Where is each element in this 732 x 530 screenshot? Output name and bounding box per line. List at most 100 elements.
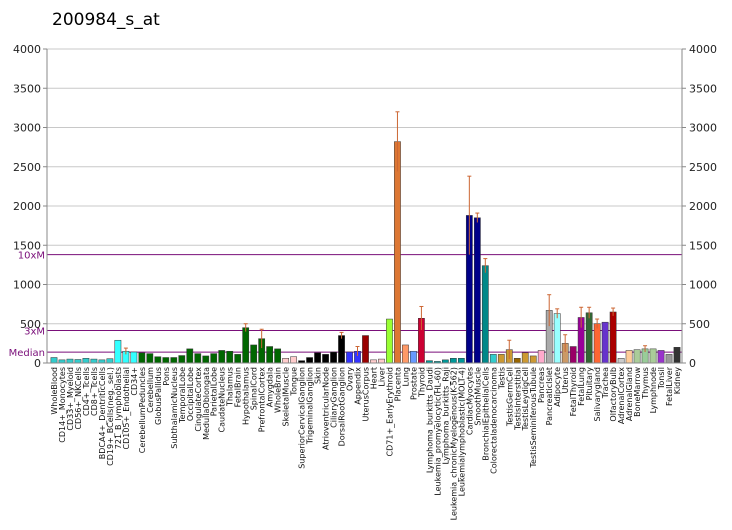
category-label: Liver xyxy=(377,366,386,386)
bar xyxy=(449,358,457,364)
category-label: Pancreas xyxy=(537,367,546,403)
bar xyxy=(74,359,82,364)
category-label: SpinalCord xyxy=(250,367,259,410)
bar xyxy=(673,347,681,364)
category-label: CerebellumPeduncles xyxy=(138,367,147,453)
category-label: MedullaOblongata xyxy=(202,367,211,440)
category-label: CD71+_EarlyErythroid xyxy=(385,367,394,456)
category-label: Lung xyxy=(401,367,410,387)
bar xyxy=(617,358,625,364)
category-label: Salivarygland xyxy=(593,367,602,421)
bar xyxy=(114,339,122,364)
bar xyxy=(657,350,665,364)
category-label: AtrioventricularNode xyxy=(322,367,331,450)
bar xyxy=(322,354,329,364)
category-label: Adipocyte xyxy=(553,367,562,407)
category-label: CD34+ xyxy=(130,367,139,396)
bar xyxy=(410,350,417,364)
bar xyxy=(50,357,58,364)
right-tick-label: 4000 xyxy=(689,43,717,56)
left-tick-label: 1000 xyxy=(13,279,41,292)
bar xyxy=(250,344,258,364)
bar xyxy=(346,351,353,364)
right-tick-label: 1500 xyxy=(689,239,717,252)
reference-line-label: Median xyxy=(9,348,45,359)
right-tick-label: 1000 xyxy=(689,279,717,292)
bar xyxy=(665,354,673,364)
bar xyxy=(130,351,138,364)
category-label: BDCA4+_DentriticCells xyxy=(98,367,107,459)
left-tick-label: 3500 xyxy=(13,82,41,95)
bar xyxy=(186,348,194,364)
category-label: Amygdala xyxy=(266,367,275,407)
bar xyxy=(481,265,489,364)
category-label: PrefrontalCortex xyxy=(258,367,267,433)
category-label: Trachea xyxy=(601,367,610,399)
left-tick-label: 1500 xyxy=(13,239,41,252)
bar xyxy=(529,355,537,364)
bar xyxy=(274,348,282,364)
bar xyxy=(378,358,385,364)
bar xyxy=(593,323,601,364)
category-label: DorsalRootGanglion xyxy=(338,367,347,446)
right-tick-label: 3000 xyxy=(689,122,717,135)
category-label: Prostate xyxy=(409,367,418,400)
category-label: Lymphnode xyxy=(649,367,658,413)
category-label: TestisInterstitial xyxy=(513,367,522,431)
category-label: CD4+_Tcells xyxy=(82,367,91,416)
category-label: Lymphoma_burkitts_Raji xyxy=(441,367,450,464)
category-label: UterusCorpus xyxy=(362,367,371,422)
category-label: Tongue xyxy=(290,367,299,397)
bar xyxy=(178,355,186,364)
category-label: TestisSeminiferousTubule xyxy=(529,367,538,469)
left-tick-label: 3000 xyxy=(13,122,41,135)
category-label: Colorectaladenocarcinoma xyxy=(489,367,498,474)
category-label: Leukemia_promyelocytic(HL-60) xyxy=(433,367,442,496)
bar xyxy=(170,357,178,364)
right-tick-label: 2000 xyxy=(689,200,717,213)
category-label: Thyroid xyxy=(417,367,426,398)
bar xyxy=(82,358,90,364)
axes: 0 0 500 500 1000 1000 1500 1500 2000 2000 2500 2500… xyxy=(13,43,717,370)
bar xyxy=(513,358,521,364)
category-label: CingulateCortex xyxy=(194,367,203,432)
right-tick-label: 0 xyxy=(689,357,696,370)
bar xyxy=(609,311,617,364)
bar xyxy=(154,356,162,364)
category-label: SubthalamicNucleus xyxy=(170,367,179,449)
bar xyxy=(362,335,369,364)
category-label: PancreaticIslet xyxy=(545,367,554,425)
bar xyxy=(497,354,505,364)
bar xyxy=(585,312,593,364)
category-label: Cerebellum xyxy=(146,367,155,413)
category-label: 721_B_lymphoblasts xyxy=(114,367,123,449)
category-label: Lymphoma_burkitts_Daudi xyxy=(425,367,434,473)
bar xyxy=(473,217,481,364)
left-tick-label: 2500 xyxy=(13,161,41,174)
category-label: TestisGermCell xyxy=(505,367,514,427)
category-label: FetalBrain xyxy=(234,367,243,407)
category-label: Ovary xyxy=(346,367,355,391)
category-label: FetalLiver xyxy=(665,366,674,406)
category-label: OlfactoryBulb xyxy=(609,367,618,422)
bar xyxy=(146,353,154,364)
category-label: WholeBrain xyxy=(274,367,283,413)
chart-title: 200984_s_at xyxy=(52,10,160,30)
bar xyxy=(202,355,210,364)
bar xyxy=(601,321,609,364)
category-label: CaudateNucleus xyxy=(218,367,227,432)
bar xyxy=(210,353,218,364)
category-label: CD56+_NKCells xyxy=(74,367,83,430)
category-label: Uterus xyxy=(561,367,570,393)
category-label: Appendix xyxy=(354,367,363,405)
left-tick-label: 2000 xyxy=(13,200,41,213)
category-label: SkeletalMuscle xyxy=(282,367,291,427)
category-label: CD105+_Endothelial xyxy=(122,367,131,450)
bar xyxy=(569,346,577,364)
category-label: CD33+_Myeloid xyxy=(66,367,75,431)
bar xyxy=(457,358,465,364)
bar xyxy=(338,335,345,364)
left-tick-label: 0 xyxy=(34,357,41,370)
bar xyxy=(162,357,170,364)
